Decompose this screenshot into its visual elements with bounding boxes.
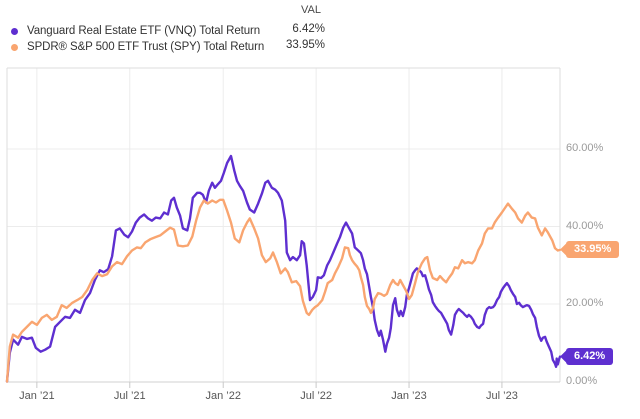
vnq-series-line	[5, 154, 562, 383]
y-axis-label: 60.00%	[566, 142, 604, 154]
vnq-series-dot-icon	[11, 27, 18, 35]
y-axis-label: 20.00%	[566, 297, 604, 309]
x-axis-label: Jan ’22	[205, 390, 241, 402]
chart-plot-area[interactable]	[7, 68, 560, 382]
x-axis-label: Jul ’21	[113, 390, 146, 402]
vnq-series-label: Vanguard Real Estate ETF (VNQ) Total Ret…	[27, 25, 261, 37]
vnq-value-badge: 6.42%	[566, 348, 614, 366]
spy-series-line	[5, 198, 562, 383]
x-axis-label: Jan ’21	[19, 390, 55, 402]
spy-series-label: SPDR® S&P 500 ETF Trust (SPY) Total Retu…	[27, 41, 265, 53]
x-axis-label: Jul ’22	[300, 390, 333, 402]
x-axis-label: Jan ’23	[391, 390, 427, 402]
spy-value-badge: 33.95%	[566, 241, 620, 259]
legend-item-vnq: Vanguard Real Estate ETF (VNQ) Total Ret…	[11, 23, 260, 39]
legend-item-spy: SPDR® S&P 500 ETF Trust (SPY) Total Retu…	[11, 39, 264, 55]
legend-val-column-header: VAL	[301, 4, 321, 16]
spy-current-value: 33.95%	[285, 39, 325, 51]
y-axis-label: 0.00%	[566, 374, 598, 387]
x-axis-label: Jul ’23	[486, 390, 518, 402]
vnq-current-value: 6.42%	[292, 23, 325, 35]
y-axis-label: 40.00%	[566, 219, 604, 232]
spy-series-dot-icon	[11, 43, 18, 51]
